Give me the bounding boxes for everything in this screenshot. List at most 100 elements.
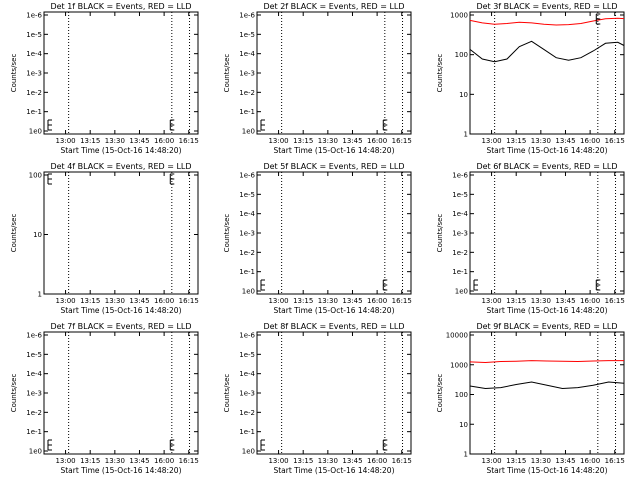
- y-tick-label: 1: [464, 451, 468, 459]
- x-tick-label: 16:00: [154, 297, 174, 305]
- x-axis-label: Start Time (15-Oct-16 14:48:20): [60, 466, 181, 475]
- plot-frame: [43, 171, 199, 295]
- y-tick-label: 1e-2: [239, 249, 255, 257]
- step-marker: [169, 439, 175, 451]
- x-tick-label: 13:15: [506, 137, 526, 145]
- y-tick-label: 1e-2: [239, 409, 255, 417]
- y-tick-label: 1e-1: [239, 108, 255, 116]
- y-axis-label: Counts/sec: [436, 54, 444, 93]
- y-tick-label: 1e-6: [26, 332, 42, 340]
- plot-frame: [469, 11, 625, 135]
- x-tick-label: 16:00: [367, 137, 387, 145]
- y-tick-label: 1e0: [242, 288, 255, 296]
- panel-5: Det 5f BLACK = Events, RED = LLD 1e-6 1e-5…: [223, 162, 412, 315]
- step-marker: [382, 119, 388, 131]
- plot-frame: [256, 11, 412, 135]
- x-tick-label: 13:00: [55, 137, 75, 145]
- x-axis-label: Start Time (15-Oct-16 14:48:20): [60, 306, 181, 315]
- y-tick-label: 1e0: [242, 128, 255, 136]
- y-axis-label: Counts/sec: [436, 374, 444, 413]
- y-axis-label: Counts/sec: [223, 214, 231, 253]
- y-tick-label: 1e-2: [452, 249, 468, 257]
- x-tick-label: 16:00: [367, 457, 387, 465]
- x-tick-label: 13:00: [481, 297, 501, 305]
- x-axis-label: Start Time (15-Oct-16 14:48:20): [486, 306, 607, 315]
- x-tick-label: 16:15: [392, 297, 412, 305]
- y-axis-label: Counts/sec: [10, 54, 18, 93]
- y-tick-label: 1e0: [29, 448, 42, 456]
- y-tick-label: 1000: [450, 12, 468, 20]
- panel-4: Det 4f BLACK = Events, RED = LLD 1 10 100 Co…: [10, 162, 199, 315]
- y-axis-label: Counts/sec: [10, 374, 18, 413]
- panel-7: Det 7f BLACK = Events, RED = LLD 1e-6 1e-5…: [10, 322, 199, 475]
- x-tick-label: 16:15: [392, 457, 412, 465]
- panel-title: Det 7f BLACK = Events, RED = LLD: [50, 322, 191, 331]
- y-axis-label: Counts/sec: [223, 374, 231, 413]
- x-tick-label: 13:00: [481, 137, 501, 145]
- x-tick-label: 13:45: [129, 137, 149, 145]
- plot-frame: [43, 331, 199, 455]
- y-tick-label: 1e-3: [239, 70, 255, 78]
- x-tick-label: 13:15: [80, 297, 100, 305]
- panel-3: Det 3f BLACK = Events, RED = LLD 1 10 100 10…: [436, 2, 625, 155]
- y-tick-label: 1: [464, 131, 468, 139]
- y-tick-label: 1e-6: [452, 172, 468, 180]
- step-marker: [382, 279, 388, 291]
- x-tick-label: 16:15: [179, 137, 199, 145]
- y-tick-label: 100: [455, 51, 468, 59]
- y-axis-label: Counts/sec: [10, 214, 18, 253]
- x-tick-label: 13:15: [80, 457, 100, 465]
- step-marker: [473, 279, 478, 291]
- step-marker: [169, 119, 175, 131]
- x-tick-label: 13:30: [318, 457, 338, 465]
- step-marker: [47, 173, 52, 185]
- x-tick-label: 13:45: [342, 137, 362, 145]
- panel-title: Det 5f BLACK = Events, RED = LLD: [263, 162, 404, 171]
- x-tick-label: 16:15: [605, 297, 625, 305]
- series-line-1: [469, 17, 625, 26]
- series-line-1: [469, 360, 624, 364]
- x-tick-label: 13:45: [555, 297, 575, 305]
- x-axis-label: Start Time (15-Oct-16 14:48:20): [273, 306, 394, 315]
- step-marker: [47, 439, 52, 451]
- y-axis-label: Counts/sec: [436, 214, 444, 253]
- step-marker: [382, 439, 388, 451]
- y-tick-label: 1e0: [242, 448, 255, 456]
- y-axis-label: Counts/sec: [223, 54, 231, 93]
- x-tick-label: 13:00: [268, 297, 288, 305]
- y-tick-label: 1e-3: [26, 390, 42, 398]
- y-tick-label: 1e-1: [26, 428, 42, 436]
- x-axis-label: Start Time (15-Oct-16 14:48:20): [273, 146, 394, 155]
- x-tick-label: 13:00: [55, 297, 75, 305]
- y-tick-label: 10: [459, 91, 468, 99]
- x-tick-label: 13:15: [506, 457, 526, 465]
- step-marker: [595, 279, 601, 291]
- panel-title: Det 9f BLACK = Events, RED = LLD: [476, 322, 617, 331]
- plot-frame: [256, 331, 412, 455]
- x-tick-label: 13:00: [481, 457, 501, 465]
- plot-frame: [469, 171, 625, 295]
- step-marker: [260, 279, 265, 291]
- y-tick-label: 1e-5: [239, 31, 255, 39]
- y-tick-label: 10000: [446, 332, 468, 340]
- y-tick-label: 1e-1: [26, 108, 42, 116]
- x-tick-label: 13:30: [531, 457, 551, 465]
- y-tick-label: 10: [33, 231, 42, 239]
- panel-title: Det 3f BLACK = Events, RED = LLD: [476, 2, 617, 11]
- panel-title: Det 4f BLACK = Events, RED = LLD: [50, 162, 191, 171]
- x-tick-label: 16:15: [605, 457, 625, 465]
- y-tick-label: 1e-5: [26, 31, 42, 39]
- plot-frame: [43, 11, 199, 135]
- x-tick-label: 16:15: [179, 457, 199, 465]
- x-tick-label: 13:30: [105, 457, 125, 465]
- x-axis-label: Start Time (15-Oct-16 14:48:20): [60, 146, 181, 155]
- x-axis-label: Start Time (15-Oct-16 14:48:20): [273, 466, 394, 475]
- y-tick-label: 1e-5: [452, 191, 468, 199]
- series-line-2: [469, 381, 625, 390]
- x-tick-label: 13:30: [318, 297, 338, 305]
- x-tick-label: 16:15: [605, 137, 625, 145]
- x-tick-label: 13:45: [129, 297, 149, 305]
- x-tick-label: 16:00: [154, 457, 174, 465]
